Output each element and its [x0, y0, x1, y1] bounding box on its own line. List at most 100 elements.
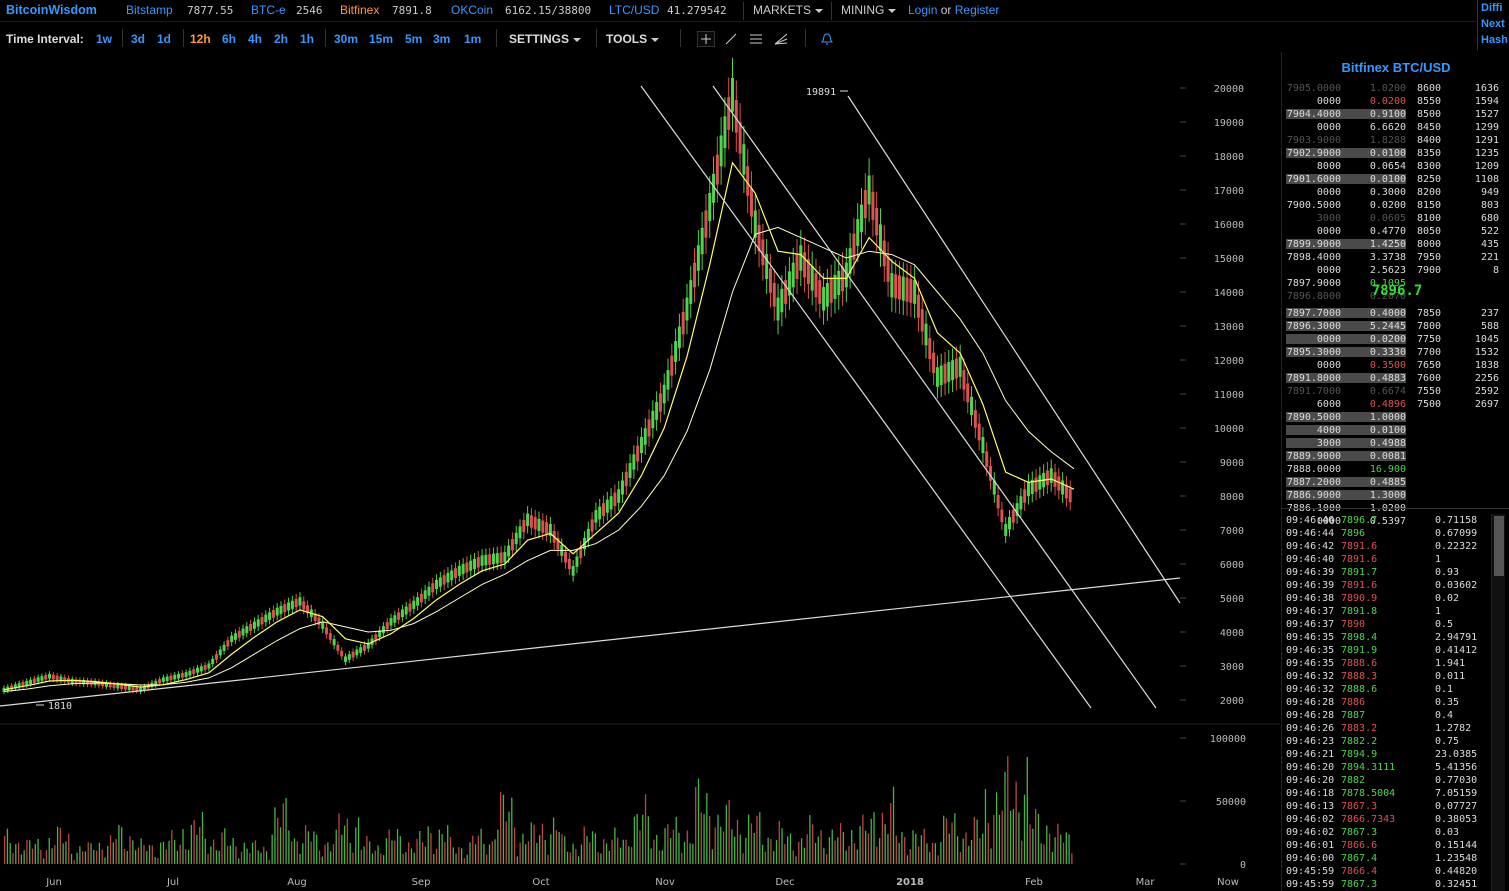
exchange-link-4[interactable]: OKCoin [451, 3, 494, 17]
trade-row[interactable]: 09:46:42 7891.6 0.22322 [1286, 540, 1496, 553]
exchange-link-3[interactable]: Bitfinex [340, 3, 380, 17]
depth_asks-row[interactable]: 8450 1299 [1417, 121, 1499, 134]
asks-row[interactable]: 3000 0.0605 [1286, 212, 1411, 225]
alert-bell-icon[interactable] [818, 31, 836, 47]
interval-4h[interactable]: 4h [248, 32, 263, 46]
markets-menu[interactable]: MARKETS [753, 3, 824, 17]
difficulty-label[interactable]: Diffi [1481, 2, 1503, 14]
bids-row[interactable]: 7891.7000 0.6674 [1286, 385, 1411, 398]
trade-row[interactable]: 09:46:32 7888.3 0.011 [1286, 670, 1496, 683]
asks-row[interactable]: 0000 0.4770 [1286, 225, 1411, 238]
asks-row[interactable]: 7902.9000 0.0100 [1286, 147, 1411, 160]
trade-row[interactable]: 09:46:35 7888.6 1.941 [1286, 657, 1496, 670]
chart-canvas[interactable]: 2000019000180001700016000150001400013000… [0, 52, 1280, 891]
trade-row[interactable]: 09:46:39 7891.6 0.03602 [1286, 579, 1496, 592]
trades-scrollbar[interactable] [1491, 514, 1505, 891]
trade-row[interactable]: 09:46:37 7891.8 1 [1286, 605, 1496, 618]
trade-row[interactable]: 09:46:01 7866.6 0.15144 [1286, 839, 1496, 852]
depth_bids-row[interactable]: 7800 588 [1417, 320, 1499, 333]
bids-row[interactable]: 7895.3000 0.3330 [1286, 346, 1411, 359]
bids-row[interactable]: 7886.9000 1.3000 [1286, 489, 1411, 502]
crosshair-icon[interactable] [697, 31, 715, 47]
exchange-link-5[interactable]: LTC/USD [609, 3, 660, 17]
asks-row[interactable]: 8000 0.0654 [1286, 160, 1411, 173]
asks-row[interactable]: 0000 0.3000 [1286, 186, 1411, 199]
bids-row[interactable]: 7891.8000 0.4883 [1286, 372, 1411, 385]
bids-row[interactable]: 0000 0.3500 [1286, 359, 1411, 372]
bids-row[interactable]: 0000 0.0200 [1286, 333, 1411, 346]
bids-row[interactable]: 4000 0.0100 [1286, 424, 1411, 437]
trade-row[interactable]: 09:46:21 7894.9 23.0385 [1286, 748, 1496, 761]
depth_asks-row[interactable]: 8550 1594 [1417, 95, 1499, 108]
interval-3d[interactable]: 3d [131, 32, 146, 46]
asks-row[interactable]: 7903.9000 1.8288 [1286, 134, 1411, 147]
asks-row[interactable]: 0000 6.6620 [1286, 121, 1411, 134]
line-icon[interactable] [722, 31, 740, 47]
price-chart[interactable]: 20000 19000 18000 17000 16000 15000 14000 13000… [0, 52, 1280, 891]
login-link[interactable]: Login [908, 3, 938, 17]
interval-1w[interactable]: 1w [96, 32, 113, 46]
depth_bids-row[interactable]: 7750 1045 [1417, 333, 1499, 346]
asks-row[interactable]: 0000 0.0200 [1286, 95, 1411, 108]
depth_asks-row[interactable]: 8600 1636 [1417, 82, 1499, 95]
depth_asks-row[interactable]: 7950 221 [1417, 251, 1499, 264]
settings-menu[interactable]: SETTINGS [509, 32, 582, 46]
bids-row[interactable]: 7897.7000 0.4000 [1286, 307, 1411, 320]
depth_asks-row[interactable]: 8300 1209 [1417, 160, 1499, 173]
trade-row[interactable]: 09:46:44 7896 0.67099 [1286, 527, 1496, 540]
interval-15m[interactable]: 15m [369, 32, 394, 46]
depth_bids-row[interactable]: 7650 1838 [1417, 359, 1499, 372]
bids-row[interactable]: 7889.9000 0.0081 [1286, 450, 1411, 463]
asks-row[interactable]: 7899.9000 1.4250 [1286, 238, 1411, 251]
trade-row[interactable]: 09:46:20 7882 0.77030 [1286, 774, 1496, 787]
depth_bids-row[interactable]: 7700 1532 [1417, 346, 1499, 359]
depth_asks-row[interactable]: 8500 1527 [1417, 108, 1499, 121]
trade-row[interactable]: 09:46:00 7867.4 1.23548 [1286, 852, 1496, 865]
asks-row[interactable]: 0000 2.5623 [1286, 264, 1411, 277]
fib-fan-icon[interactable] [772, 31, 790, 47]
bids-row[interactable]: 6000 0.4896 [1286, 398, 1411, 411]
parallel-lines-icon[interactable] [747, 31, 765, 47]
trade-row[interactable]: 09:46:35 7891.9 0.41412 [1286, 644, 1496, 657]
trade-row[interactable]: 09:46:18 7878.5004 7.05159 [1286, 787, 1496, 800]
interval-12h[interactable]: 12h [190, 32, 211, 46]
brand-logo[interactable]: BitcoinWisdom [6, 3, 97, 17]
next-label[interactable]: Next [1481, 18, 1505, 30]
trade-row[interactable]: 09:46:37 7890 0.5 [1286, 618, 1496, 631]
trade-row[interactable]: 09:46:35 7898.4 2.94791 [1286, 631, 1496, 644]
trade-row[interactable]: 09:46:46 7896.7 0.71158 [1286, 514, 1496, 527]
trade-row[interactable]: 09:46:13 7867.3 0.07727 [1286, 800, 1496, 813]
interval-6h[interactable]: 6h [222, 32, 237, 46]
interval-2h[interactable]: 2h [274, 32, 289, 46]
trade-row[interactable]: 09:46:23 7882.2 0.75 [1286, 735, 1496, 748]
depth_asks-row[interactable]: 8150 803 [1417, 199, 1499, 212]
scrollbar-thumb[interactable] [1494, 516, 1504, 576]
bids-row[interactable]: 7888.0000 16.900 [1286, 463, 1411, 476]
trade-row[interactable]: 09:45:59 7867.3 0.32451 [1286, 878, 1496, 891]
trade-row[interactable]: 09:46:26 7883.2 1.2782 [1286, 722, 1496, 735]
trade-row[interactable]: 09:46:02 7867.3 0.03 [1286, 826, 1496, 839]
trade-row[interactable]: 09:46:39 7891.7 0.93 [1286, 566, 1496, 579]
asks-row[interactable]: 7901.6000 0.0100 [1286, 173, 1411, 186]
depth_asks-row[interactable]: 8350 1235 [1417, 147, 1499, 160]
bids-row[interactable]: 0000 0.5397 [1286, 515, 1411, 528]
asks-row[interactable]: 7905.0000 1.0200 [1286, 82, 1411, 95]
depth_asks-row[interactable]: 8250 1108 [1417, 173, 1499, 186]
asks-row[interactable]: 7897.9000 0.1095 [1286, 277, 1411, 290]
depth_asks-row[interactable]: 8100 680 [1417, 212, 1499, 225]
register-link[interactable]: Register [954, 3, 1000, 17]
depth_bids-row[interactable]: 7500 2697 [1417, 398, 1499, 411]
depth_asks-row[interactable]: 8050 522 [1417, 225, 1499, 238]
trade-row[interactable]: 09:46:20 7894.3111 5.41356 [1286, 761, 1496, 774]
tools-menu[interactable]: TOOLS [606, 32, 660, 46]
bids-row[interactable]: 7896.3000 5.2445 [1286, 320, 1411, 333]
orderbook-title[interactable]: Bitfinex BTC/USD [1341, 60, 1451, 75]
trade-row[interactable]: 09:46:28 7886 0.35 [1286, 696, 1496, 709]
trade-row[interactable]: 09:46:38 7890.9 0.02 [1286, 592, 1496, 605]
exchange-link-1[interactable]: Bitstamp [126, 3, 173, 17]
interval-1h[interactable]: 1h [300, 32, 315, 46]
trade-row[interactable]: 09:46:28 7887 0.4 [1286, 709, 1496, 722]
asks-row[interactable]: 7904.4000 0.9100 [1286, 108, 1411, 121]
interval-1d[interactable]: 1d [157, 32, 172, 46]
depth_bids-row[interactable]: 7600 2256 [1417, 372, 1499, 385]
